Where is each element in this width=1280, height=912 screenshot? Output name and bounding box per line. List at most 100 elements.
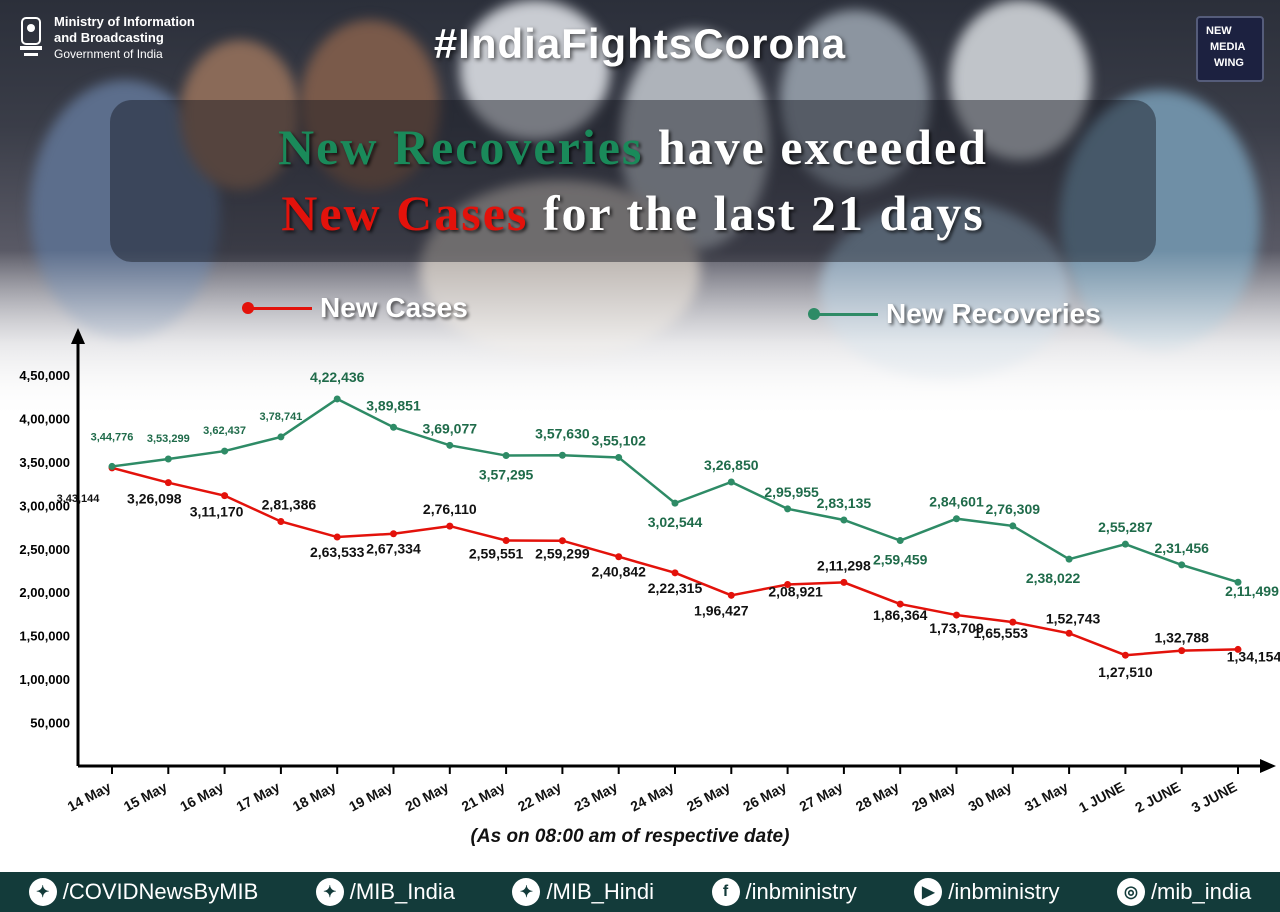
new-recoveries-data-label: 2,38,022 xyxy=(1026,570,1081,586)
new-recoveries-point xyxy=(840,516,848,524)
new-media-wing-badge: NEW MEDIA WING xyxy=(1196,16,1264,82)
social-handle-twitter-0[interactable]: ✦/COVIDNewsByMIB xyxy=(28,878,259,906)
new-cases-data-label: 2,63,533 xyxy=(310,544,365,560)
social-handle-text: /inbministry xyxy=(948,879,1060,904)
legend-recoveries-swatch xyxy=(808,306,878,322)
social-handle-text: /mib_india xyxy=(1150,879,1252,904)
twitter-icon: ✦ xyxy=(315,878,344,906)
new-recoveries-point xyxy=(221,447,229,455)
new-cases-point xyxy=(446,522,454,530)
social-handle-text: /inbministry xyxy=(745,879,857,904)
new-recoveries-data-label: 2,31,456 xyxy=(1154,540,1209,556)
headline-line1-rest: have exceeded xyxy=(643,119,988,175)
new-cases-point xyxy=(896,600,904,608)
new-cases-point xyxy=(671,569,679,577)
x-tick-label: 25 May xyxy=(684,778,733,814)
new-cases-data-label: 2,40,842 xyxy=(591,564,646,580)
hashtag-title: #IndiaFightsCorona xyxy=(433,20,847,67)
new-recoveries-data-label: 3,02,544 xyxy=(648,514,703,530)
headline-line2-rest: for the last 21 days xyxy=(528,185,985,241)
x-tick-label: 1 JUNE xyxy=(1076,779,1127,816)
new-cases-data-label: 1,32,788 xyxy=(1154,630,1209,646)
new-cases-point xyxy=(1234,645,1242,653)
new-recoveries-point xyxy=(108,462,116,470)
x-tick-label: 29 May xyxy=(909,778,958,814)
new-recoveries-data-label: 3,26,850 xyxy=(704,457,759,473)
x-tick-label: 20 May xyxy=(402,778,451,814)
new-cases-data-label: 1,96,427 xyxy=(694,602,749,618)
hero-photo-background xyxy=(0,0,1280,420)
new-cases-data-label: 2,11,298 xyxy=(817,557,871,573)
y-tick-label: 3,00,000 xyxy=(19,498,70,513)
new-cases-data-label: 1,27,510 xyxy=(1098,664,1153,680)
twitter-icon: ✦ xyxy=(512,878,541,906)
y-tick-label: 4,50,000 xyxy=(19,368,70,383)
new-recoveries-point xyxy=(671,499,679,507)
new-recoveries-data-label: 4,22,436 xyxy=(310,369,365,385)
new-recoveries-data-label: 3,57,295 xyxy=(479,467,534,483)
new-recoveries-point xyxy=(1065,555,1073,563)
y-tick-label: 2,00,000 xyxy=(19,585,70,600)
new-cases-data-label: 1,86,364 xyxy=(873,607,928,623)
y-tick-label: 1,00,000 xyxy=(19,672,70,687)
new-recoveries-data-label: 2,76,309 xyxy=(986,501,1041,517)
new-recoveries-data-label: 3,55,102 xyxy=(591,432,646,448)
ministry-logo-block: Ministry of Information and Broadcasting… xyxy=(16,14,195,62)
new-cases-data-label: 2,59,551 xyxy=(469,545,524,561)
new-cases-point xyxy=(615,553,623,561)
social-handle-instagram-5[interactable]: ◎/mib_india xyxy=(1116,878,1252,906)
x-tick-label: 28 May xyxy=(853,778,902,814)
social-handle-youtube-4[interactable]: ▶/inbministry xyxy=(914,878,1059,906)
social-handle-text: /MIB_Hindi xyxy=(546,879,655,904)
x-tick-label: 22 May xyxy=(515,778,564,814)
x-tick-label: 16 May xyxy=(177,778,226,814)
social-handle-twitter-1[interactable]: ✦/MIB_India xyxy=(315,878,455,906)
new-recoveries-data-label: 2,83,135 xyxy=(817,495,872,511)
social-handle-twitter-2[interactable]: ✦/MIB_Hindi xyxy=(512,878,654,906)
new-recoveries-point xyxy=(615,453,623,461)
social-handle-text: /COVIDNewsByMIB xyxy=(62,879,259,904)
legend-new-cases: New Cases xyxy=(242,292,468,324)
y-tick-label: 2,50,000 xyxy=(19,542,70,557)
legend-cases-swatch xyxy=(242,300,312,316)
new-recoveries-data-label: 3,44,776 xyxy=(91,431,134,443)
new-cases-point xyxy=(558,537,566,545)
new-cases-data-label: 3,11,170 xyxy=(190,504,244,520)
y-tick-label: 50,000 xyxy=(30,716,70,731)
new-cases-data-label: 2,76,110 xyxy=(423,501,477,517)
x-tick-label: 31 May xyxy=(1022,778,1071,814)
new-cases-data-label: 1,34,154 xyxy=(1227,648,1280,664)
new-cases-data-label: 1,73,709 xyxy=(929,620,984,636)
social-footer: ✦/COVIDNewsByMIB ✦/MIB_India ✦/MIB_Hindi f /… xyxy=(0,872,1280,912)
legend-recoveries-label: New Recoveries xyxy=(886,298,1101,329)
new-recoveries-data-label: 2,55,287 xyxy=(1098,519,1153,535)
new-cases-point xyxy=(502,536,510,544)
badge-line-new: NEW xyxy=(1206,25,1232,37)
headline-cases-highlight: New Cases xyxy=(281,185,529,241)
new-recoveries-data-label: 2,84,601 xyxy=(929,494,984,510)
x-axis-arrow xyxy=(1260,759,1276,773)
facebook-icon: f xyxy=(711,878,740,906)
social-handle-facebook-3[interactable]: f/inbministry xyxy=(711,878,857,906)
legend-cases-label: New Cases xyxy=(320,292,468,323)
new-recoveries-point xyxy=(558,451,566,459)
new-recoveries-point xyxy=(1234,578,1242,586)
new-cases-data-label: 3,43,144 xyxy=(57,493,101,505)
new-cases-point xyxy=(784,580,792,588)
new-cases-data-label: 1,52,743 xyxy=(1046,610,1101,626)
youtube-icon: ▶ xyxy=(914,878,943,906)
new-cases-data-label: 2,67,334 xyxy=(366,541,421,557)
new-recoveries-point xyxy=(390,423,397,431)
new-cases-point xyxy=(390,530,397,538)
new-cases-point xyxy=(1121,651,1129,659)
y-tick-label: 3,50,000 xyxy=(19,455,70,470)
badge-line-wing: WING xyxy=(1214,57,1244,69)
new-recoveries-point xyxy=(1121,540,1129,548)
line-chart: 50,000 1,00,000 1,50,000 2,00,000 2,50,000 3,… xyxy=(19,328,1280,847)
new-cases-point xyxy=(221,492,229,500)
new-cases-point xyxy=(164,479,172,487)
new-cases-data-label: 2,08,921 xyxy=(768,583,823,599)
new-cases-data-label: 2,81,386 xyxy=(262,497,317,513)
new-recoveries-line xyxy=(111,397,1239,584)
y-tick-label: 1,50,000 xyxy=(19,629,70,644)
